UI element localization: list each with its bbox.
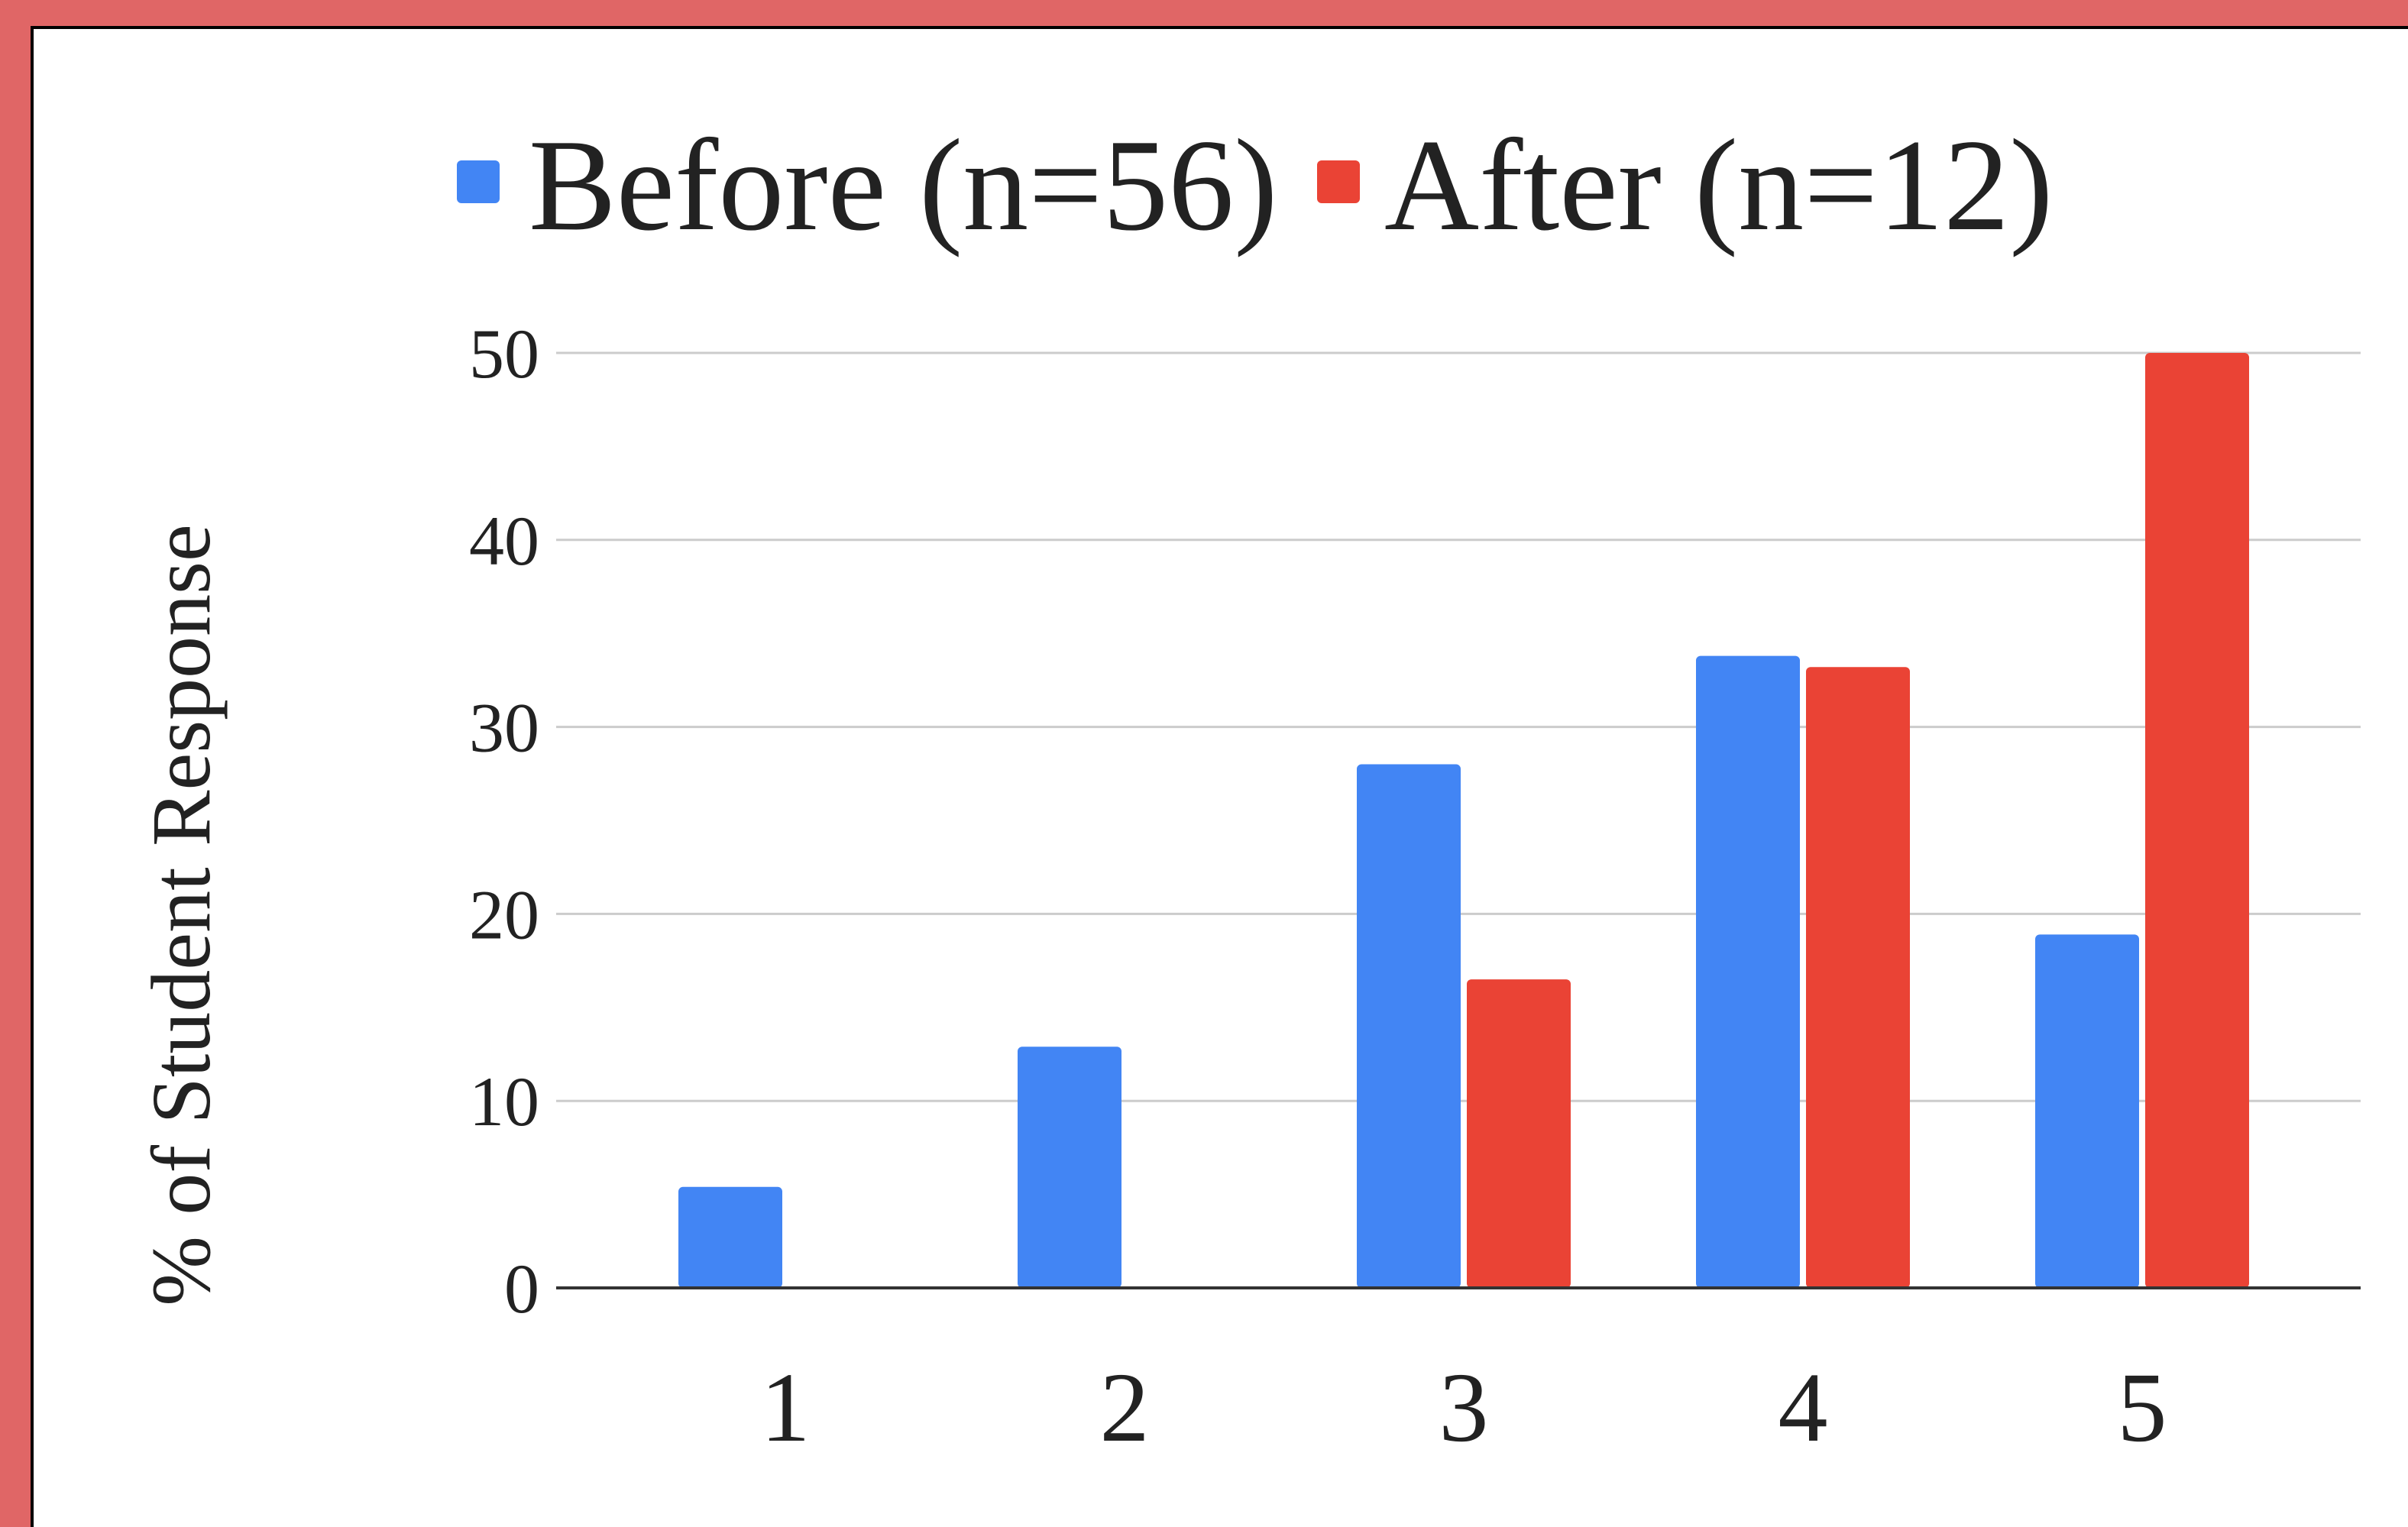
bar-before-5 — [2035, 934, 2139, 1288]
bar-after-3 — [1467, 979, 1571, 1288]
x-tick-label: 1 — [761, 1353, 811, 1463]
legend: Before (n=56) After (n=12) — [457, 113, 2053, 258]
bar-before-1 — [678, 1186, 782, 1288]
y-tick-label: 10 — [469, 1063, 539, 1140]
bar-before-4 — [1696, 655, 1800, 1288]
legend-label: After (n=12) — [1384, 113, 2053, 258]
bar-before-3 — [1357, 764, 1461, 1288]
y-axis-ticks: 0 10 20 30 40 50 — [469, 315, 539, 1328]
y-axis-label: % of Student Response — [134, 524, 228, 1306]
x-tick-label: 5 — [2118, 1353, 2167, 1463]
legend-swatch — [1317, 160, 1360, 203]
bar-after-4 — [1806, 667, 1910, 1288]
y-tick-label: 50 — [469, 315, 539, 393]
y-tick-label: 40 — [469, 502, 539, 580]
chart-panel: 0 10 20 30 40 50 1 2 3 4 5 Before (n=56) After (n=… — [31, 26, 2408, 1527]
y-tick-label: 0 — [504, 1250, 539, 1328]
bar-chart: 0 10 20 30 40 50 1 2 3 4 5 Before (n=56) After (n=… — [134, 113, 2361, 1463]
y-tick-label: 30 — [469, 689, 539, 767]
legend-label: Before (n=56) — [529, 113, 1278, 258]
y-tick-label: 20 — [469, 875, 539, 953]
bar-before-2 — [1018, 1047, 1121, 1288]
x-tick-label: 2 — [1100, 1353, 1150, 1463]
x-axis-ticks: 1 2 3 4 5 — [761, 1353, 2167, 1463]
x-tick-label: 3 — [1439, 1353, 1489, 1463]
bar-after-5 — [2145, 353, 2249, 1288]
legend-swatch — [457, 160, 500, 203]
x-tick-label: 4 — [1778, 1353, 1828, 1463]
bars — [678, 353, 2249, 1288]
